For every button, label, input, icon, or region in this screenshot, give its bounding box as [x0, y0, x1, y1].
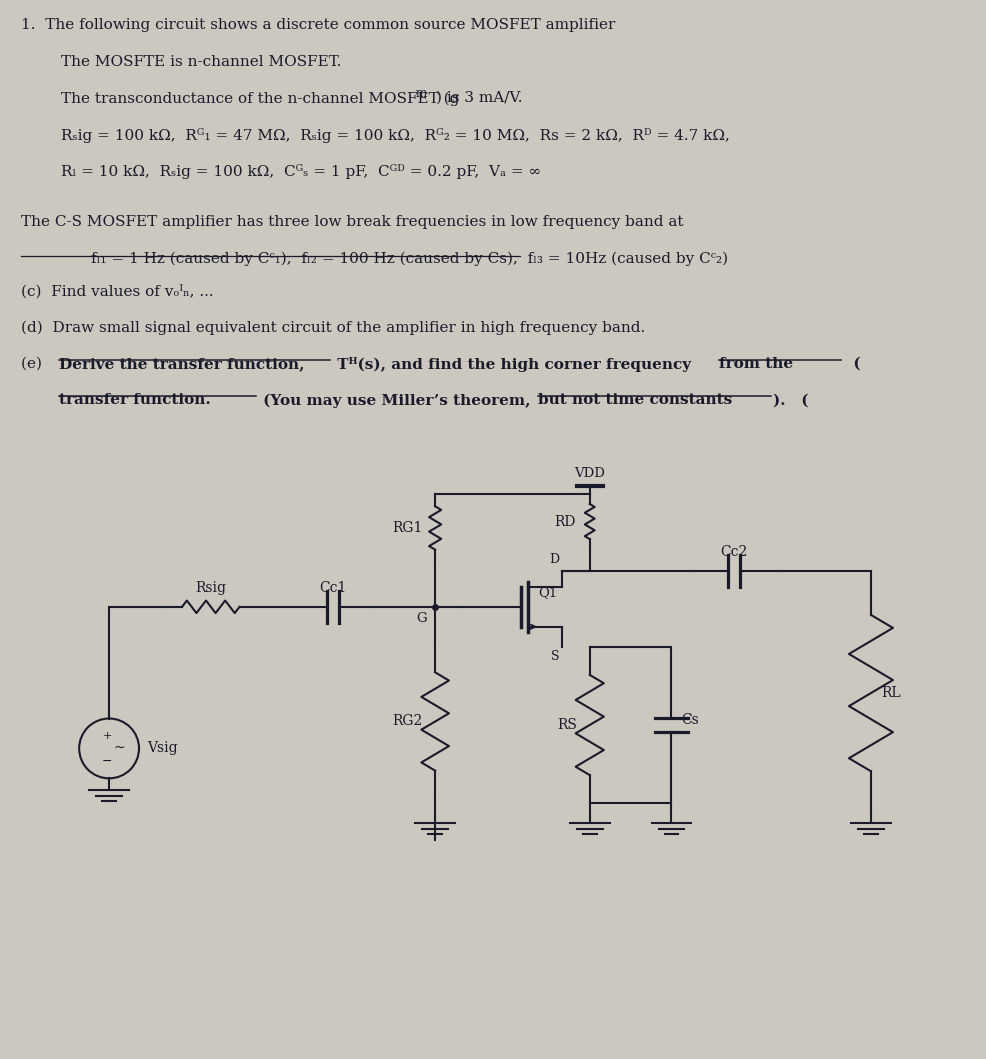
Text: 1.  The following circuit shows a discrete common source MOSFET amplifier: 1. The following circuit shows a discret… [22, 18, 615, 33]
Text: Derive the transfer function,: Derive the transfer function, [59, 357, 305, 371]
Text: (c)  Find values of vₒᴵₙ, ...: (c) Find values of vₒᴵₙ, ... [22, 284, 214, 299]
Text: but not time constants: but not time constants [537, 393, 732, 408]
Text: (d)  Draw small signal equivalent circuit of the amplifier in high frequency ban: (d) Draw small signal equivalent circuit… [22, 321, 645, 335]
Text: RG1: RG1 [391, 521, 422, 535]
Text: The MOSFTE is n-channel MOSFET.: The MOSFTE is n-channel MOSFET. [61, 55, 341, 69]
Text: RL: RL [880, 686, 899, 700]
Text: RG2: RG2 [391, 715, 422, 729]
Text: Q1: Q1 [537, 586, 556, 598]
Text: D: D [549, 553, 559, 566]
Text: G: G [416, 612, 427, 625]
Text: ) is 3 mA/V.: ) is 3 mA/V. [436, 91, 523, 105]
Text: Rsig: Rsig [195, 580, 226, 595]
Text: (e): (e) [22, 357, 52, 371]
Text: +: + [103, 731, 111, 741]
Text: transfer function.: transfer function. [59, 393, 211, 408]
Text: Rₗ = 10 kΩ,  Rₛig = 100 kΩ,  Cᴳₛ = 1 pF,  Cᴳᴰ = 0.2 pF,  Vₐ = ∞: Rₗ = 10 kΩ, Rₛig = 100 kΩ, Cᴳₛ = 1 pF, C… [61, 164, 541, 179]
Text: VDD: VDD [574, 467, 604, 480]
Text: (You may use Miller’s theorem,: (You may use Miller’s theorem, [257, 393, 534, 408]
Text: fₗ₁ = 1 Hz (caused by Cᶜ₁),  fₗ₂ = 100 Hz (caused by Cs),  fₗ₃ = 10Hz (caused by: fₗ₁ = 1 Hz (caused by Cᶜ₁), fₗ₂ = 100 Hz… [91, 251, 728, 266]
Text: Rₛig = 100 kΩ,  Rᴳ₁ = 47 MΩ,  Rₛig = 100 kΩ,  Rᴳ₂ = 10 MΩ,  Rs = 2 kΩ,  Rᴰ = 4.7: Rₛig = 100 kΩ, Rᴳ₁ = 47 MΩ, Rₛig = 100 k… [61, 127, 730, 143]
Text: Tᴴ(s), and find the high corner frequency: Tᴴ(s), and find the high corner frequenc… [332, 357, 696, 372]
Text: −: − [102, 754, 112, 768]
Text: ~: ~ [113, 740, 124, 754]
Text: RD: RD [554, 515, 575, 528]
Text: The C-S MOSFET amplifier has three low break frequencies in low frequency band a: The C-S MOSFET amplifier has three low b… [22, 215, 683, 229]
Text: Vsig: Vsig [147, 741, 177, 755]
Text: m: m [415, 87, 426, 101]
Text: ).   (: ). ( [772, 393, 808, 408]
Text: S: S [551, 649, 559, 663]
Text: Cs: Cs [680, 713, 698, 726]
Text: RS: RS [556, 718, 576, 732]
Text: The transconductance of the n-channel MOSFET (g: The transconductance of the n-channel MO… [61, 91, 459, 106]
Text: (: ( [842, 357, 860, 371]
Text: Cc1: Cc1 [318, 580, 346, 595]
Text: Cc2: Cc2 [720, 545, 747, 559]
Text: from the: from the [719, 357, 793, 371]
